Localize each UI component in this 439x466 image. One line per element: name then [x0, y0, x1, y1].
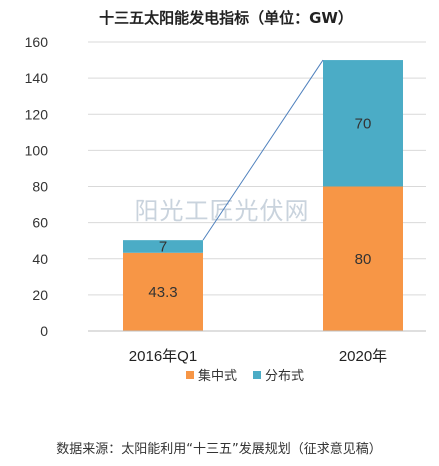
data-labels: 43.3 7 80 70 [148, 115, 371, 301]
y-tick-label: 20 [32, 287, 48, 303]
y-tick-label: 60 [32, 215, 48, 231]
data-label: 7 [159, 238, 167, 255]
y-tick-label: 140 [25, 70, 49, 86]
bar-segment [123, 252, 203, 331]
legend: 集中式 分布式 [186, 368, 304, 384]
y-tick-label: 120 [25, 106, 49, 122]
bar-segment [323, 60, 403, 187]
y-tick-label: 100 [25, 142, 49, 158]
connector-lines [202, 59, 324, 241]
legend-label: 集中式 [198, 368, 237, 384]
data-label: 80 [355, 251, 372, 268]
legend-swatch [253, 371, 261, 379]
data-label: 70 [355, 115, 372, 132]
watermark: 阳光工匠光伏网 [135, 197, 310, 225]
source-note: 数据来源：太阳能利用“十三五”发展规划（征求意见稿） [56, 441, 381, 457]
x-category-label: 2016年Q1 [129, 348, 197, 365]
legend-label: 分布式 [265, 369, 304, 384]
x-axis-categories: 2016年Q1 2020年 [129, 348, 387, 365]
y-tick-label: 160 [25, 34, 49, 50]
x-category-label: 2020年 [339, 348, 387, 365]
bars [123, 60, 403, 331]
data-label: 43.3 [148, 284, 177, 301]
bar-segment [323, 186, 403, 331]
y-tick-label: 0 [40, 323, 48, 339]
bar-segment [123, 240, 203, 253]
y-axis-ticks: 0 20 40 60 80 100 120 140 160 [25, 34, 49, 339]
connector-line [202, 59, 324, 241]
chart-title: 十三五太阳能发电指标（单位：GW） [99, 9, 353, 27]
y-tick-label: 40 [32, 251, 48, 267]
legend-swatch [186, 371, 194, 379]
y-tick-label: 80 [32, 179, 48, 195]
